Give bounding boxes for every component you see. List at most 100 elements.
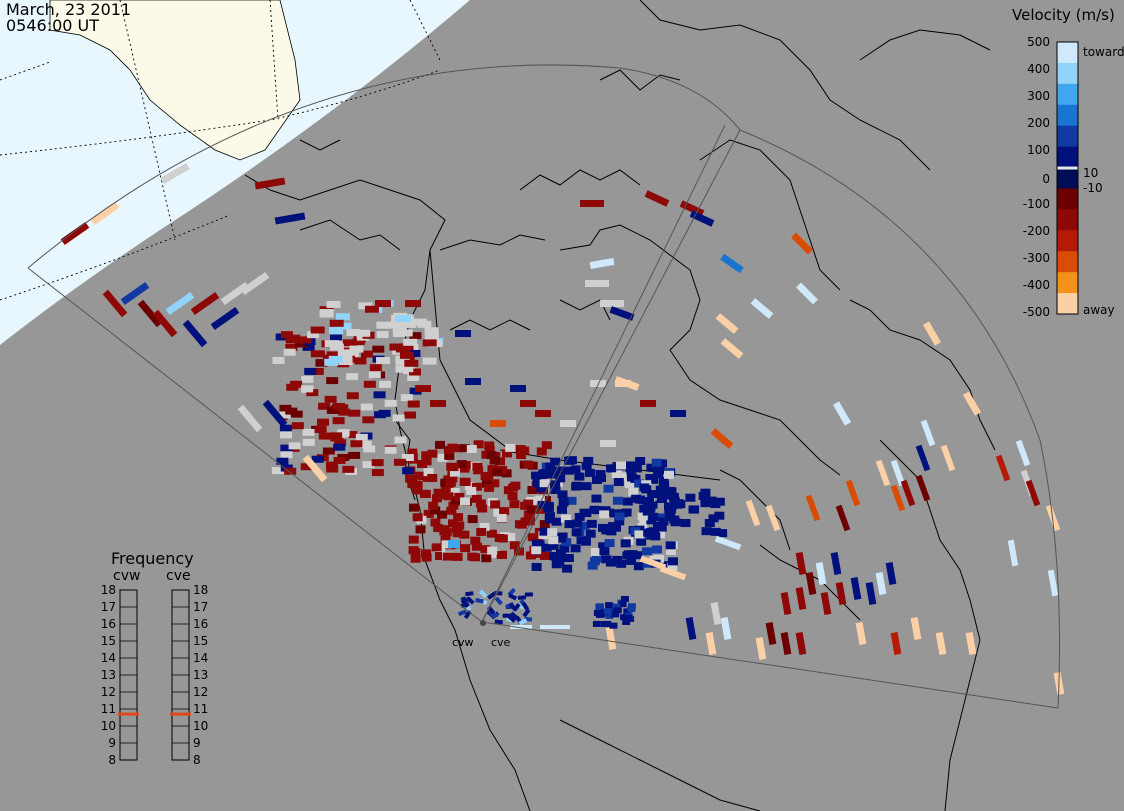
frequency-title: Frequency bbox=[111, 549, 194, 568]
colorbar-frame bbox=[1056, 41, 1079, 315]
velocity-colorbar: 500400300200100100-10-100-200-300-400-50… bbox=[1023, 35, 1103, 319]
velocity-cell bbox=[620, 595, 629, 602]
colorbar-swatch bbox=[1057, 272, 1078, 294]
velocity-cell bbox=[395, 315, 411, 322]
radar-site-label-west: cvw bbox=[452, 636, 474, 649]
frequency-tick-label: 13 bbox=[193, 668, 208, 682]
cvw-frequency-marker bbox=[118, 712, 139, 716]
velocity-cell bbox=[604, 539, 615, 548]
velocity-cell bbox=[484, 445, 495, 454]
velocity-cell bbox=[563, 466, 574, 475]
velocity-cell bbox=[329, 319, 344, 327]
velocity-cell bbox=[329, 327, 344, 335]
frequency-tick-label: 12 bbox=[101, 685, 116, 699]
velocity-cell bbox=[160, 162, 190, 185]
velocity-cell bbox=[1025, 479, 1041, 507]
velocity-cell bbox=[280, 431, 293, 439]
velocity-cell bbox=[481, 554, 492, 563]
velocity-cell bbox=[484, 441, 495, 450]
velocity-cell bbox=[283, 348, 296, 356]
frequency-panel: 18 18 17 17 16 16 15 15 14 14 13 13 12 12 11 11 10 10 9 9 8 8 bbox=[101, 583, 209, 767]
velocity-cell bbox=[286, 383, 299, 391]
velocity-cell bbox=[564, 520, 575, 529]
velocity-cell bbox=[301, 385, 314, 393]
velocity-cell bbox=[673, 499, 684, 508]
velocity-cell bbox=[559, 544, 570, 553]
velocity-cell bbox=[346, 392, 359, 400]
velocity-cell bbox=[445, 478, 456, 487]
velocity-cell bbox=[412, 486, 423, 495]
velocity-cell bbox=[515, 445, 526, 454]
velocity-cell bbox=[550, 485, 561, 494]
fov-divider bbox=[481, 129, 741, 623]
velocity-cell bbox=[332, 402, 345, 410]
velocity-cell bbox=[995, 454, 1011, 482]
velocity-cell bbox=[440, 483, 451, 492]
velocity-cell bbox=[830, 552, 842, 575]
velocity-cell bbox=[574, 472, 585, 481]
graticule-line bbox=[409, 0, 441, 61]
colorbar-toward-label: toward bbox=[1083, 45, 1124, 59]
colorbar-swatch bbox=[1057, 230, 1078, 252]
velocity-cell bbox=[1015, 439, 1031, 467]
velocity-cell bbox=[545, 462, 556, 471]
velocity-cell bbox=[765, 622, 777, 645]
frequency-tick-label: 9 bbox=[108, 736, 116, 750]
coastline-segment bbox=[299, 219, 401, 251]
colorbar-swatch bbox=[1057, 293, 1078, 315]
velocity-cell bbox=[523, 460, 534, 469]
velocity-cell bbox=[431, 543, 442, 552]
velocity-cell bbox=[362, 461, 375, 469]
velocity-cell bbox=[710, 428, 734, 449]
velocity-cell bbox=[940, 444, 956, 472]
velocity-cell bbox=[704, 519, 715, 528]
fov-west-edge bbox=[27, 267, 483, 623]
velocity-cell bbox=[535, 410, 551, 417]
velocity-cell bbox=[502, 613, 511, 618]
velocity-cell bbox=[627, 550, 638, 559]
velocity-cell bbox=[750, 298, 774, 319]
velocity-cell bbox=[531, 471, 542, 480]
colorbar-tick-label: 200 bbox=[1027, 116, 1050, 130]
velocity-cell bbox=[547, 528, 558, 537]
velocity-cell bbox=[651, 458, 662, 467]
velocity-cell bbox=[328, 355, 343, 363]
frequency-tick-label: 11 bbox=[101, 702, 116, 716]
velocity-cell bbox=[605, 602, 614, 609]
velocity-cell bbox=[586, 519, 597, 528]
velocity-cell bbox=[443, 492, 454, 501]
velocity-cell bbox=[765, 504, 781, 532]
velocity-cell bbox=[294, 340, 307, 348]
velocity-cell bbox=[795, 552, 807, 575]
velocity-cell bbox=[624, 614, 633, 621]
velocity-cell bbox=[346, 373, 359, 381]
velocity-cell bbox=[616, 472, 627, 481]
velocity-cell bbox=[448, 463, 459, 472]
velocity-cell bbox=[408, 535, 419, 544]
colorbar-tick-label: -100 bbox=[1023, 197, 1050, 211]
colorbar-swatch bbox=[1057, 209, 1078, 231]
frequency-tick-label: 11 bbox=[193, 702, 208, 716]
velocity-cell bbox=[60, 222, 90, 245]
velocity-cell bbox=[430, 400, 446, 407]
colorbar-tick-label: -10 bbox=[1083, 181, 1103, 195]
velocity-cell bbox=[595, 470, 606, 479]
velocity-cell bbox=[300, 463, 313, 471]
colorbar-title: Velocity (m/s) bbox=[1012, 6, 1115, 24]
sunlit-landmass bbox=[49, 0, 301, 161]
colorbar-tick-label: 0 bbox=[1042, 172, 1050, 186]
velocity-cell bbox=[405, 474, 416, 483]
velocity-cell bbox=[633, 562, 644, 571]
frequency-tick-label: 17 bbox=[193, 600, 208, 614]
velocity-cell bbox=[291, 422, 304, 430]
velocity-cell bbox=[668, 492, 679, 501]
coastline-segment bbox=[559, 719, 761, 811]
velocity-cell bbox=[319, 309, 334, 317]
velocity-cell bbox=[714, 535, 742, 551]
velocity-cell bbox=[570, 544, 581, 553]
velocity-cell bbox=[587, 561, 598, 570]
velocity-cell bbox=[421, 457, 432, 466]
velocity-cell bbox=[646, 463, 657, 472]
coastline-segment bbox=[559, 299, 611, 321]
velocity-cell bbox=[401, 365, 414, 373]
